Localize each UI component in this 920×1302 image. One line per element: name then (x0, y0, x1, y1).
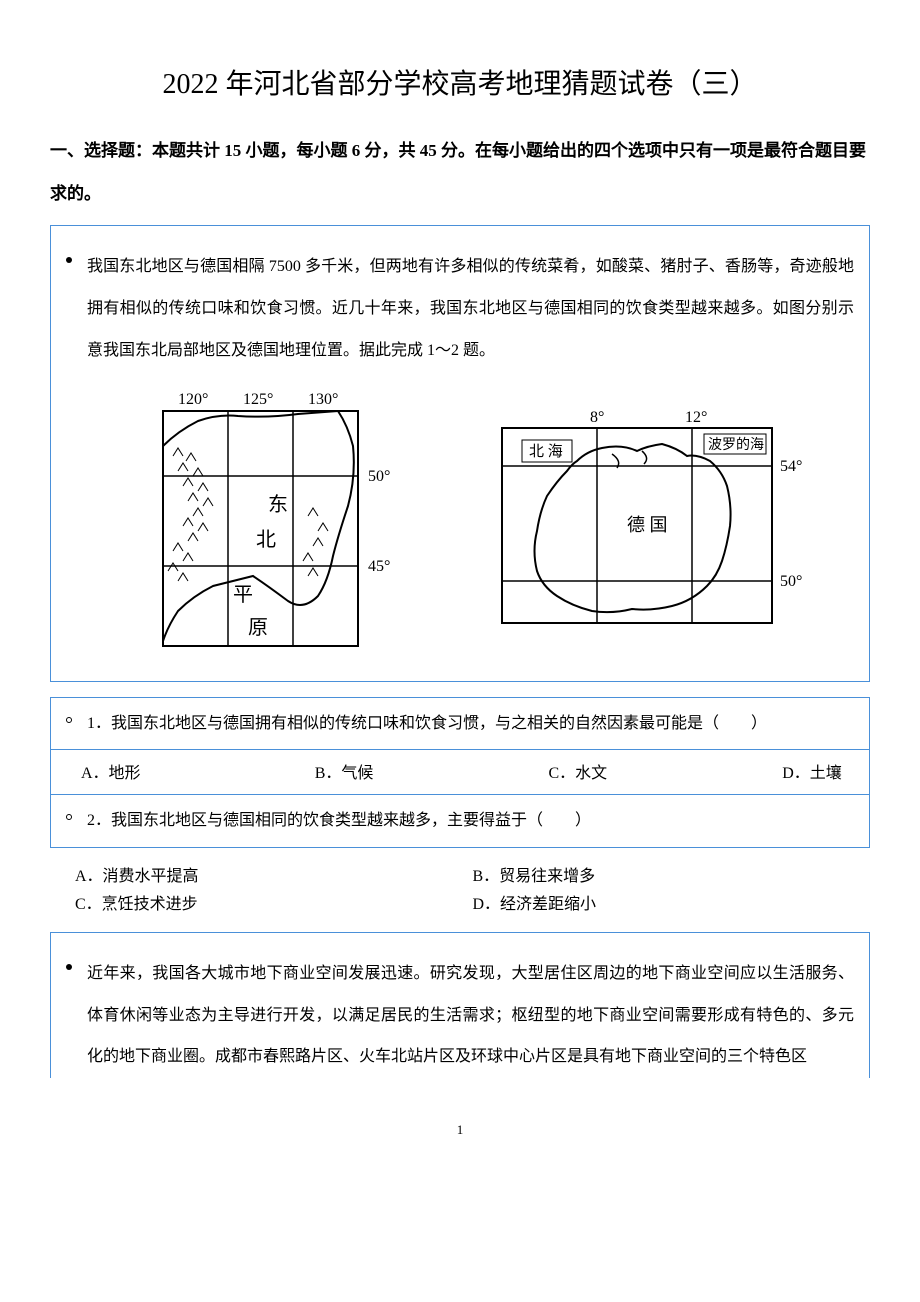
bullet-icon (66, 257, 72, 263)
option-a[interactable]: A．消费水平提高 (75, 863, 473, 892)
passage-1-item: 我国东北地区与德国相隔 7500 多千米，但两地有许多相似的传统菜肴，如酸菜、猪… (66, 246, 854, 371)
question-1-options: A．地形 B．气候 C．水文 D．土壤 (81, 758, 864, 790)
option-d[interactable]: D．经济差距缩小 (473, 891, 871, 920)
lat-label: 50° (780, 573, 802, 590)
map-northeast-china: 120° 125° 130° 50° 45° (138, 386, 398, 656)
lat-label: 54° (780, 458, 802, 475)
questions-1-2-box: 1．我国东北地区与德国拥有相似的传统口味和饮食习惯，与之相关的自然因素最可能是（… (50, 697, 870, 847)
lon-label: 8° (590, 409, 604, 426)
region-label: 北 (256, 528, 276, 551)
lon-label: 130° (308, 391, 338, 408)
maps-container: 120° 125° 130° 50° 45° (96, 386, 854, 656)
passage-2-text: 近年来，我国各大城市地下商业空间发展迅速。研究发现，大型居住区周边的地下商业空间… (87, 953, 854, 1078)
lat-label: 45° (368, 558, 390, 575)
option-b[interactable]: B．气候 (315, 758, 549, 790)
circle-bullet-icon (66, 717, 72, 723)
map-germany: 8° 12° 54° 50° 北 海 波罗的海 德 国 (482, 406, 812, 636)
region-label: 平 (233, 584, 253, 606)
bullet-icon (66, 964, 72, 970)
question-2-row: 2．我国东北地区与德国相同的饮食类型越来越多，主要得益于（ ） (51, 794, 869, 846)
option-c[interactable]: C．烹饪技术进步 (75, 891, 473, 920)
exam-title: 2022 年河北省部分学校高考地理猜题试卷（三） (50, 60, 870, 110)
option-b[interactable]: B．贸易往来增多 (473, 863, 871, 892)
region-label: 东 (268, 493, 288, 516)
circle-bullet-icon (66, 814, 72, 820)
question-2-text: 2．我国东北地区与德国相同的饮食类型越来越多，主要得益于（ ） (87, 803, 864, 838)
sea-label: 波罗的海 (708, 437, 764, 453)
mountain-hatching (168, 448, 328, 581)
passage-2-item: 近年来，我国各大城市地下商业空间发展迅速。研究发现，大型居住区周边的地下商业空间… (66, 953, 854, 1078)
lat-label: 50° (368, 468, 390, 485)
lon-label: 12° (685, 409, 707, 426)
passage-1-box: 我国东北地区与德国相隔 7500 多千米，但两地有许多相似的传统菜肴，如酸菜、猪… (50, 225, 870, 682)
question-1-row: 1．我国东北地区与德国拥有相似的传统口味和饮食习惯，与之相关的自然因素最可能是（… (51, 698, 869, 750)
page-number: 1 (50, 1118, 870, 1141)
option-d[interactable]: D．土壤 (782, 758, 864, 790)
question-2-options: A．消费水平提高 C．烹饪技术进步 B．贸易往来增多 D．经济差距缩小 (75, 863, 870, 921)
region-label: 原 (248, 617, 268, 639)
country-label: 德 国 (627, 515, 668, 535)
section-header: 一、选择题：本题共计 15 小题，每小题 6 分，共 45 分。在每小题给出的四… (50, 130, 870, 215)
lon-label: 125° (243, 391, 273, 408)
option-a[interactable]: A．地形 (81, 758, 315, 790)
lon-label: 120° (178, 391, 208, 408)
question-1-text: 1．我国东北地区与德国拥有相似的传统口味和饮食习惯，与之相关的自然因素最可能是（… (87, 706, 864, 741)
sea-label: 北 海 (529, 443, 563, 460)
passage-1-text: 我国东北地区与德国相隔 7500 多千米，但两地有许多相似的传统菜肴，如酸菜、猪… (87, 246, 854, 371)
option-c[interactable]: C．水文 (548, 758, 782, 790)
passage-2-box: 近年来，我国各大城市地下商业空间发展迅速。研究发现，大型居住区周边的地下商业空间… (50, 932, 870, 1078)
